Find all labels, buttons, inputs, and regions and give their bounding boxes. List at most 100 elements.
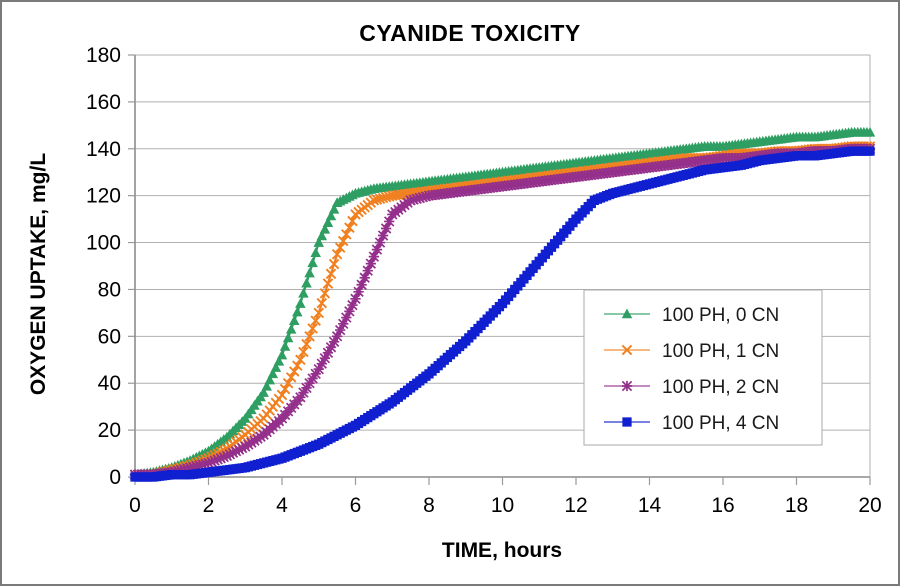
data-marker [338,318,349,330]
data-marker [864,126,876,137]
x-axis-title: TIME, hours [441,539,563,562]
x-tick-label: 2 [203,494,215,517]
data-marker [209,455,220,466]
legend-item[interactable]: 100 PH, 2 CN [604,377,779,398]
data-marker [307,257,318,268]
data-marker [383,216,395,227]
data-marker [621,344,633,356]
x-tick-label: 8 [423,494,435,517]
data-marker [371,244,383,255]
y-axis-ticks: 0 20 40 60 80 100 120 140 160 180 [86,44,135,489]
y-tick-label: 100 [86,232,121,255]
data-marker [380,191,392,203]
data-marker [331,249,343,260]
data-marker [377,230,389,241]
y-tick-label: 0 [109,466,121,489]
y-tick-label: 60 [98,325,121,348]
data-marker [307,373,318,384]
data-marker [215,453,226,464]
x-tick-label: 12 [564,494,587,517]
data-marker [322,278,334,289]
data-marker [276,349,288,360]
data-marker [301,277,312,288]
legend-label: 100 PH, 1 CN [662,341,779,362]
data-marker [313,307,325,319]
legend-item[interactable]: 100 PH, 0 CN [604,305,779,326]
y-tick-label: 80 [98,278,121,301]
data-marker [288,315,300,326]
data-marker [371,194,383,205]
data-marker [270,362,282,372]
data-marker [288,366,300,377]
data-marker [365,258,377,269]
data-marker [380,223,392,234]
data-marker [301,382,312,394]
data-marker [261,380,272,391]
x-tick-label: 18 [785,494,808,517]
data-marker [337,235,349,247]
y-tick-label: 20 [98,419,121,442]
data-marker [273,355,285,366]
x-tick-label: 0 [129,494,141,517]
data-marker [341,229,352,240]
data-marker [304,378,315,389]
data-marker [304,331,315,342]
y-tick-label: 40 [98,372,121,395]
data-marker [258,387,269,397]
data-marker [622,417,632,427]
data-marker [218,451,230,463]
data-marker [203,457,214,469]
y-tick-label: 120 [86,185,121,208]
data-marker [212,454,223,465]
y-tick-label: 160 [86,91,121,114]
data-marker [341,312,352,323]
series-triangle [129,126,876,479]
data-marker [227,447,239,458]
data-marker [230,446,242,457]
data-marker [316,230,328,241]
data-marker [298,346,309,358]
legend-item[interactable]: 100 PH, 1 CN [604,341,779,362]
legend-item[interactable]: 100 PH, 4 CN [604,413,779,434]
data-marker [310,247,321,258]
data-marker [316,297,328,309]
x-tick-label: 16 [711,494,734,517]
data-marker [621,380,633,392]
data-marker [368,251,380,262]
data-marker [285,372,297,383]
data-marker [307,323,318,334]
data-marker [298,287,309,298]
data-marker [331,331,343,342]
data-marker [344,306,355,317]
data-marker [236,442,248,454]
data-marker [328,258,340,270]
data-marker [328,203,340,214]
data-marker [325,268,337,280]
data-marker [221,450,233,462]
data-marker [267,368,279,379]
data-marker [374,237,386,248]
data-marker [334,324,346,336]
data-marker [377,192,389,204]
data-marker [282,377,294,389]
y-tick-label: 180 [86,44,121,67]
series-asterisk [129,143,876,480]
data-marker [304,267,315,278]
x-tick-label: 10 [491,494,514,517]
data-marker [279,341,291,351]
data-marker [325,210,337,221]
data-marker [362,265,373,276]
data-marker [264,374,276,385]
data-marker [206,456,217,467]
data-marker [350,293,361,305]
chart-legend: 100 PH, 0 CN 100 PH, 1 CN 100 PH, 2 CN 100 … [583,289,823,446]
data-marker [344,222,355,233]
x-tick-label: 4 [276,494,288,517]
data-marker [295,298,306,308]
data-marker [295,354,306,366]
data-marker [295,392,306,403]
data-marker [347,215,358,227]
data-marker [292,306,303,317]
